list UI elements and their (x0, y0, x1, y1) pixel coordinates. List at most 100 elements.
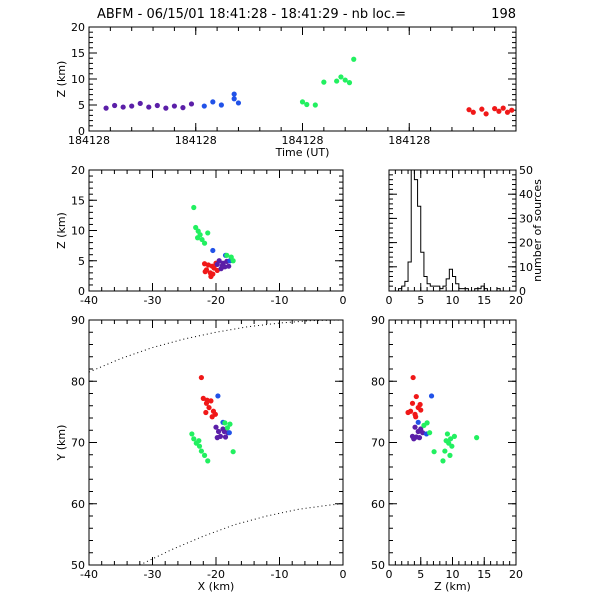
y-tick-label: 0 (78, 125, 85, 138)
data-point (449, 443, 455, 449)
data-point (188, 101, 195, 107)
y-tick-label: 10 (71, 225, 85, 238)
x-tick-label: -20 (207, 568, 225, 581)
data-point (196, 438, 202, 444)
data-point (227, 421, 233, 427)
data-point (205, 458, 211, 464)
histogram-bar (443, 286, 446, 291)
series-group (103, 100, 195, 111)
histogram-bar (462, 289, 465, 291)
data-point (189, 431, 195, 437)
histogram-bar (408, 262, 411, 291)
histogram-bar (433, 286, 436, 291)
x-tick-label: 15 (477, 294, 491, 307)
x-tick-label: -30 (144, 568, 162, 581)
y-tick-label: 5 (78, 99, 85, 112)
y-axis-label: number of sources (531, 179, 544, 282)
x-tick-label: 15 (477, 568, 491, 581)
data-point (198, 448, 204, 454)
x-tick-label: 5 (417, 294, 424, 307)
histogram-bar (430, 286, 433, 291)
data-point (231, 96, 237, 102)
data-point (342, 77, 348, 83)
y-axis-label: Y (km) (55, 425, 68, 462)
x-tick-label: 184128 (388, 134, 430, 147)
histogram-bar (399, 289, 402, 291)
histogram-bar (421, 252, 424, 291)
y-tick-label: 90 (371, 314, 385, 327)
data-point (411, 436, 417, 442)
histogram-bar (411, 170, 414, 291)
data-point (191, 204, 197, 211)
data-point (470, 109, 476, 115)
data-point (346, 80, 353, 86)
histogram-bar (405, 281, 408, 291)
data-point (312, 102, 318, 108)
data-point (120, 104, 126, 110)
y-tick-label: 50 (71, 559, 85, 572)
series-group (299, 56, 357, 108)
data-point (224, 252, 230, 258)
histogram-bar (418, 206, 421, 291)
histogram-bar (456, 284, 459, 291)
histogram-bar (475, 289, 478, 291)
data-point (194, 235, 201, 241)
x-tick-label: -40 (80, 294, 98, 307)
panel-x_altitude: 0 5 10 15 20 -40 -30 -20 -10 0 Z (km) (55, 164, 347, 307)
x-tick-label: 184128 (175, 134, 217, 147)
data-point (231, 91, 237, 97)
series-group (198, 374, 218, 420)
histogram-bar (484, 289, 487, 291)
data-point (226, 263, 232, 269)
data-point (321, 79, 327, 85)
histogram-bar (497, 289, 500, 291)
x-tick-label: 0 (340, 568, 347, 581)
histogram-bar (481, 286, 484, 291)
data-point (428, 393, 435, 399)
data-point (444, 431, 451, 437)
data-point (235, 100, 242, 106)
series-group (189, 420, 236, 464)
data-point (206, 404, 212, 411)
y-tick-label: 60 (371, 498, 385, 511)
data-point (447, 452, 453, 458)
data-point (304, 101, 310, 108)
data-point (410, 374, 416, 381)
y-tick-label: 20 (519, 237, 533, 250)
data-point (210, 99, 216, 105)
data-point (203, 409, 209, 416)
histogram-bar (440, 289, 443, 291)
histogram-bar (453, 276, 456, 291)
data-point (219, 262, 225, 269)
y-tick-label: 15 (71, 47, 85, 60)
y-tick-label: 50 (519, 164, 533, 177)
data-point (196, 443, 203, 449)
data-point (440, 458, 446, 464)
data-point (418, 407, 424, 413)
data-point (215, 393, 221, 399)
data-point (210, 247, 216, 254)
data-point (496, 108, 502, 114)
data-point (351, 56, 357, 62)
data-point (413, 393, 419, 400)
series-group (201, 91, 242, 109)
data-point (447, 436, 454, 442)
data-point (230, 258, 236, 264)
data-point (163, 105, 169, 111)
data-point (412, 424, 418, 430)
histogram-bar (427, 284, 430, 291)
data-point (504, 109, 511, 115)
plot-frame (88, 319, 344, 566)
y-tick-label: 50 (371, 559, 385, 572)
y-tick-label: 0 (519, 285, 526, 298)
data-point (209, 414, 215, 420)
data-point (146, 104, 152, 110)
x-tick-label: -20 (207, 294, 225, 307)
data-point (427, 430, 433, 436)
y-tick-label: 10 (519, 261, 533, 274)
data-point (103, 105, 109, 111)
y-tick-label: 20 (71, 21, 85, 34)
y-tick-label: 70 (71, 437, 85, 450)
